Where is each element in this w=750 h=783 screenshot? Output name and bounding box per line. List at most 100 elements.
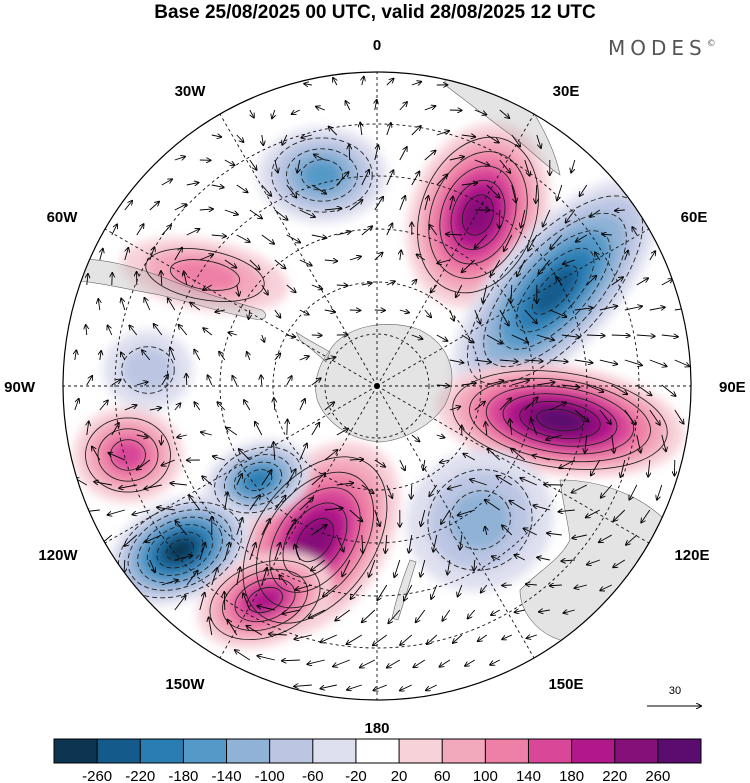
wind-vector-arrow: [481, 584, 488, 593]
wind-vector-arrow: [249, 309, 250, 319]
wind-vector-arrow: [499, 309, 509, 326]
wind-vector-arrow: [549, 402, 566, 411]
wind-vector-arrow: [624, 409, 636, 425]
anomaly-band: [244, 469, 272, 491]
wind-vector-arrow: [274, 496, 286, 511]
contour-line: [97, 428, 159, 482]
wind-vector-arrow: [213, 456, 225, 461]
colorbar-tick-label: -260: [82, 768, 112, 783]
wind-vector-arrow: [314, 154, 326, 161]
anomaly-pos-80w-25s: [73, 407, 183, 503]
contour-line: [146, 524, 214, 576]
wind-vector-arrow: [74, 399, 79, 411]
wind-vector-arrow: [524, 397, 538, 411]
wind-vector-arrow: [336, 285, 348, 286]
contour-line: [531, 265, 579, 315]
colorbar-swatch: [140, 739, 184, 763]
wind-vector-arrow: [657, 484, 663, 500]
contour-line: [439, 165, 517, 265]
wind-vector-arrow: [108, 453, 125, 461]
wind-vector-arrow: [86, 325, 87, 336]
contour-pos-20e-45s: [417, 136, 539, 294]
wind-vector-arrow: [124, 248, 129, 261]
wind-vector-arrow: [490, 659, 501, 665]
wind-vector-arrow: [511, 448, 526, 461]
wind-vector-arrow: [189, 496, 201, 511]
wind-vector-arrow: [161, 580, 178, 586]
wind-vector-arrow: [499, 209, 500, 228]
wind-vector-arrow: [531, 419, 538, 436]
wind-vector-arrow: [536, 184, 537, 203]
wind-vector-arrow: [199, 209, 213, 210]
map-border: [62, 71, 692, 701]
wind-vector-arrow: [411, 82, 421, 85]
colorbar-frame: [53, 738, 702, 764]
wind-vector-arrow: [275, 159, 278, 173]
wind-vector-arrow: [362, 609, 376, 622]
wind-vector-arrow: [411, 171, 420, 186]
wind-vector-arrow: [347, 684, 362, 690]
wind-vector-arrow: [602, 234, 612, 235]
wind-vector-arrow: [509, 501, 526, 511]
wind-vector-arrow: [249, 495, 260, 511]
wind-vector-arrow: [311, 284, 323, 289]
wind-vector-arrow: [486, 134, 499, 143]
antarctica-land: [315, 324, 453, 443]
wind-vector-arrow: [492, 556, 500, 560]
wind-vector-arrow: [209, 617, 213, 636]
wind-vector-arrow: [144, 484, 162, 489]
wind-vector-arrow: [488, 449, 501, 461]
wind-vector-arrow: [449, 309, 454, 321]
wind-vector-arrow: [309, 609, 325, 618]
wind-vector-arrow: [624, 306, 642, 311]
wind-vector-arrow: [236, 518, 243, 536]
wind-vector-arrow: [404, 584, 413, 601]
wind-vector-arrow: [413, 659, 426, 667]
wind-vector-arrow: [299, 498, 313, 511]
wind-vector-arrow: [586, 335, 605, 336]
contour-line: [271, 137, 373, 213]
lon-label-30e: 30E: [553, 83, 580, 100]
wind-vector-arrow: [561, 335, 580, 337]
wind-vector-arrow: [124, 534, 138, 546]
wind-vector-arrow: [336, 232, 351, 236]
wind-vector-arrow: [199, 254, 213, 261]
wind-vector-arrow: [329, 127, 338, 136]
wind-vector-arrow: [286, 376, 292, 386]
wind-vector-arrow: [626, 534, 638, 545]
wind-vector-arrow: [342, 559, 351, 576]
wind-vector-arrow: [436, 131, 449, 136]
colorbar-tick-label: -140: [212, 768, 242, 783]
wind-vector-arrow: [186, 571, 198, 586]
wind-vector-arrow: [613, 559, 626, 567]
wind-vector-arrow: [599, 534, 613, 542]
wind-vector-arrow: [485, 422, 486, 436]
wind-vector-arrow: [533, 505, 550, 511]
meridian-line: [376, 385, 650, 544]
wind-vector-arrow: [274, 353, 280, 361]
wind-vector-arrow: [149, 408, 161, 410]
wind-vector-arrow: [536, 334, 554, 340]
wind-vector-arrow: [161, 434, 162, 444]
wind-vector-arrow: [421, 509, 426, 526]
contour-line: [166, 539, 194, 561]
wind-vector-arrow: [211, 235, 226, 236]
wind-vector-arrow: [261, 375, 262, 386]
wind-vector-arrow: [517, 259, 526, 276]
wind-vector-arrow: [468, 609, 476, 619]
wind-vector-arrow: [361, 484, 374, 493]
wind-vector-arrow: [648, 459, 650, 477]
wind-vector-arrow: [249, 543, 256, 561]
wind-vector-arrow: [394, 559, 401, 577]
wind-vector-arrow: [226, 428, 238, 436]
wind-vector-arrow: [375, 100, 377, 111]
meridian-line: [104, 228, 378, 387]
wind-vector-arrow: [299, 443, 307, 461]
colorbar-tick-label: 100: [473, 768, 498, 783]
wind-vector-arrow: [485, 527, 487, 536]
wind-vector-arrow: [439, 659, 451, 667]
wind-vector-arrow: [292, 109, 301, 114]
wind-vector-arrow: [600, 584, 612, 590]
wind-vector-arrow: [336, 534, 344, 552]
wind-vector-arrow: [571, 159, 576, 173]
